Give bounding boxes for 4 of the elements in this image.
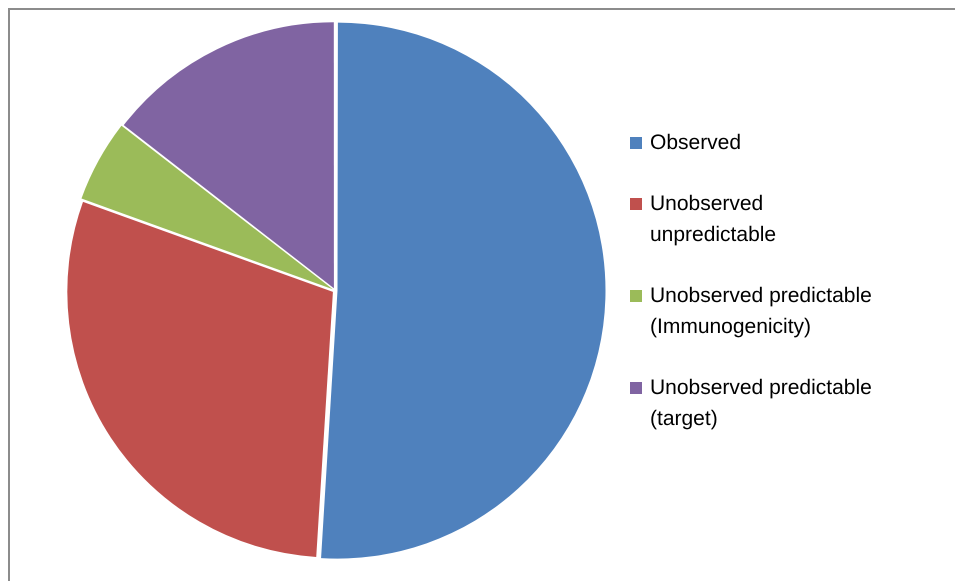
legend-label: Unobserved predictable (target) [650,375,873,432]
legend-label: Unobserved predictable (Immunogenicity) [650,283,873,340]
legend-label: Observed [650,130,742,156]
legend-label: Unobserved unpredictable [650,191,778,248]
